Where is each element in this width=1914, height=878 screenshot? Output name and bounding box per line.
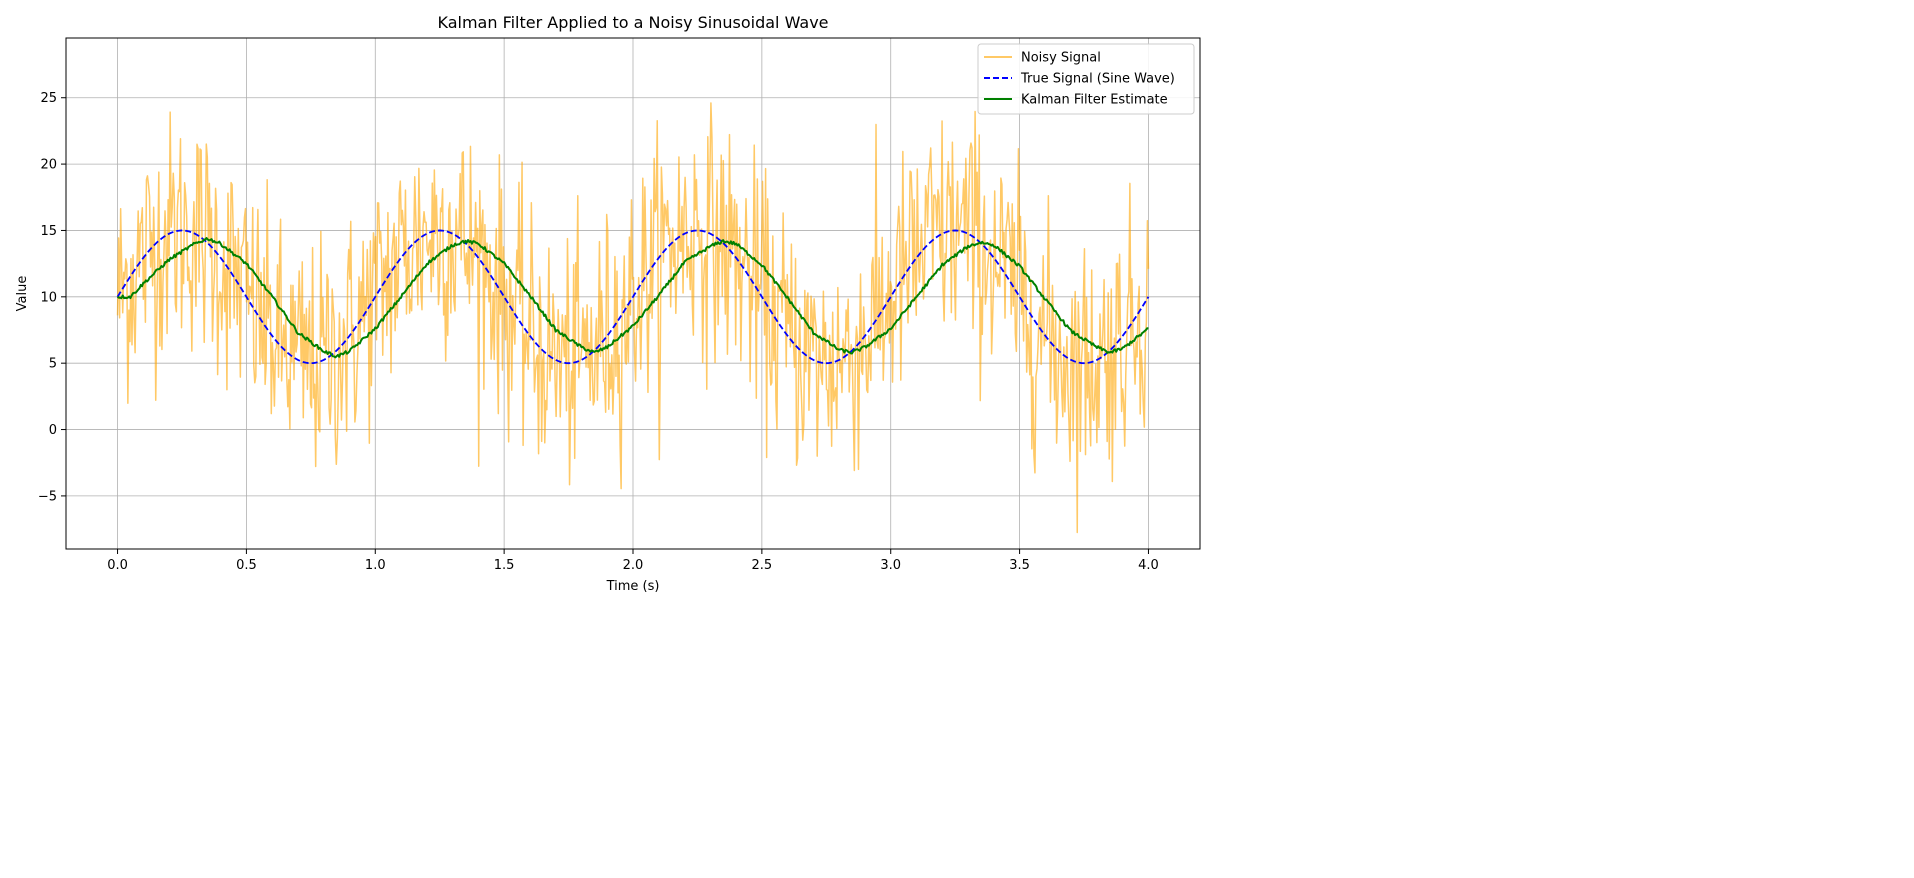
kalman-estimate-line [116, 237, 1149, 359]
x-tick-label: 1.5 [494, 558, 515, 573]
x-tick-label: 4.0 [1138, 558, 1159, 573]
legend: Noisy Signal True Signal (Sine Wave) Kalma… [977, 43, 1195, 115]
legend-box [977, 43, 1195, 115]
x-tick-label: 0.0 [107, 558, 128, 573]
true-signal-line [116, 229, 1150, 365]
y-tick-label: 0 [49, 423, 57, 438]
x-tick-label: 2.0 [623, 558, 644, 573]
chart-title: Kalman Filter Applied to a Noisy Sinusoi… [437, 13, 828, 32]
y-axis-label: Value [15, 276, 30, 312]
y-tick-label: 10 [40, 290, 57, 305]
y-tick-label: −5 [38, 489, 57, 504]
x-tick-label: 3.5 [1009, 558, 1030, 573]
legend-label: Kalman Filter Estimate [1021, 93, 1168, 108]
y-tick-label: 5 [49, 357, 57, 372]
tick-layer: 0.0 0.5 1.0 1.5 2.0 2.5 3.0 3.5 4.0 −5 0 5 10 15 20 25 [38, 91, 1159, 573]
x-tick-label: 1.0 [365, 558, 386, 573]
legend-label: True Signal (Sine Wave) [1020, 72, 1175, 87]
x-tick-label: 3.0 [880, 558, 901, 573]
y-tick-label: 20 [40, 158, 57, 173]
x-tick-label: 0.5 [236, 558, 257, 573]
y-tick-label: 15 [40, 224, 57, 239]
y-tick-label: 25 [40, 91, 57, 106]
legend-label: Noisy Signal [1021, 51, 1101, 66]
series-layer [116, 102, 1150, 534]
x-axis-label: Time (s) [606, 579, 660, 594]
x-tick-label: 2.5 [752, 558, 773, 573]
noisy-signal-line [116, 102, 1150, 534]
